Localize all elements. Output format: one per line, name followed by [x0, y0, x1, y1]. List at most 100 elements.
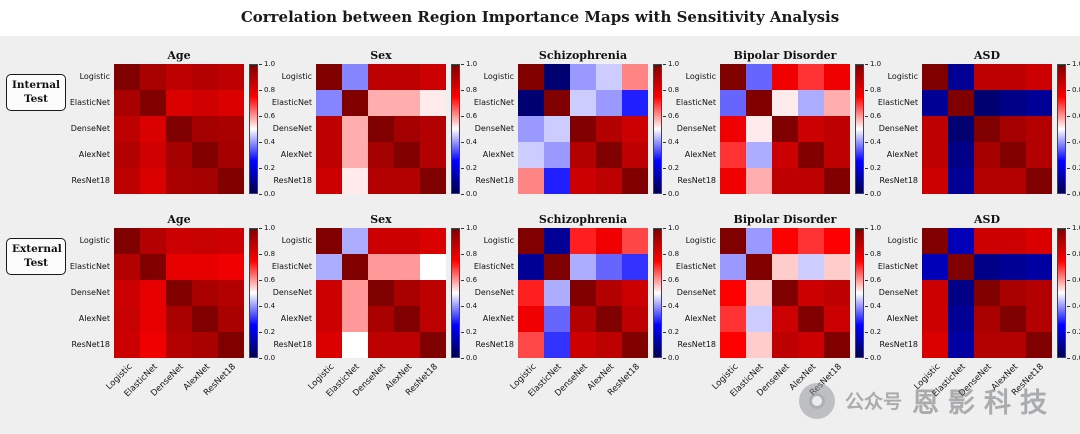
heatmap-cell: [824, 228, 850, 254]
heatmap-cell: [218, 280, 244, 306]
heatmap-panel: ASD Logistic ElasticNet DenseNet AlexNet ResN…: [876, 212, 1080, 406]
panel-main: Logistic ElasticNet DenseNet AlexNet ResNet1…: [674, 224, 881, 362]
colorbar-tick-label: 1.0: [264, 224, 276, 232]
x-axis-labels: Logistic ElasticNet DenseNet AlexNet ResNet1…: [104, 358, 244, 406]
colorbar: 1.0 0.8 0.6 0.4 0.2 0.0: [451, 60, 477, 198]
heatmap-cell: [420, 280, 446, 306]
heatmap-cell: [1026, 90, 1052, 116]
heatmap-cell: [772, 228, 798, 254]
heatmap-cell: [316, 306, 342, 332]
y-tick-label: AlexNet: [482, 150, 514, 159]
heatmap-cell: [192, 116, 218, 142]
colorbar-tick: [865, 168, 868, 169]
colorbar-gradient: [653, 64, 662, 194]
y-axis-labels: Logistic ElasticNet DenseNet AlexNet ResNet1…: [68, 64, 114, 194]
colorbar-tick-label: 0.2: [1072, 328, 1080, 336]
colorbar-tick-label: 0.4: [668, 138, 680, 146]
heatmap-cell: [922, 168, 948, 194]
heatmap-cell: [518, 228, 544, 254]
heatmap-cell: [622, 64, 648, 90]
heatmap-cell: [166, 116, 192, 142]
colorbar: 1.0 0.8 0.6 0.4 0.2 0.0: [249, 224, 275, 362]
heatmap-cell: [922, 90, 948, 116]
y-tick-label: AlexNet: [684, 314, 716, 323]
heatmap-cell: [420, 90, 446, 116]
heatmap-grid: [518, 228, 648, 358]
colorbar-tick: [1067, 194, 1070, 195]
y-tick-label: DenseNet: [272, 288, 312, 297]
colorbar-tick: [259, 358, 262, 359]
heatmap-cell: [342, 168, 368, 194]
colorbar-tick: [663, 168, 666, 169]
panel-main: Logistic ElasticNet DenseNet AlexNet ResNet1…: [472, 224, 679, 362]
panel-main: Logistic ElasticNet DenseNet AlexNet ResNet1…: [876, 224, 1080, 362]
heatmap-cell: [1026, 64, 1052, 90]
heatmap-cell: [316, 90, 342, 116]
heatmap-cell: [922, 254, 948, 280]
heatmap-cell: [218, 64, 244, 90]
heatmap-cell: [544, 116, 570, 142]
heatmap-cell: [974, 168, 1000, 194]
y-tick-label: ElasticNet: [877, 262, 918, 271]
panel-main: Logistic ElasticNet DenseNet AlexNet ResNet1…: [270, 224, 477, 362]
heatmap-cell: [1000, 90, 1026, 116]
heatmap-cell: [798, 142, 824, 168]
colorbar-tick-label: 0.0: [264, 354, 276, 362]
colorbar-tick: [461, 306, 464, 307]
heatmap-cell: [192, 228, 218, 254]
heatmap-cell: [544, 332, 570, 358]
y-tick-label: DenseNet: [474, 124, 514, 133]
y-axis-labels: Logistic ElasticNet DenseNet AlexNet ResNet1…: [472, 228, 518, 358]
heatmap-cell: [622, 168, 648, 194]
colorbar: 1.0 0.8 0.6 0.4 0.2 0.0: [451, 224, 477, 362]
colorbar-tick-label: 0.2: [1072, 164, 1080, 172]
heatmap-cell: [140, 254, 166, 280]
y-tick-label: ElasticNet: [877, 98, 918, 107]
heatmap-cell: [114, 280, 140, 306]
heatmap-cell: [622, 254, 648, 280]
heatmap-cell: [1026, 332, 1052, 358]
panel-title: Sex: [370, 49, 392, 62]
heatmap-cell: [394, 306, 420, 332]
heatmap-cell: [420, 64, 446, 90]
heatmap-cell: [772, 64, 798, 90]
heatmap-cell: [720, 280, 746, 306]
y-tick-label: ResNet18: [71, 176, 110, 185]
y-tick-label: Logistic: [281, 72, 312, 81]
colorbar-tick: [1067, 228, 1070, 229]
heatmap-cell: [218, 90, 244, 116]
heatmap-cell: [544, 168, 570, 194]
y-axis-labels: Logistic ElasticNet DenseNet AlexNet ResNet1…: [876, 64, 922, 194]
panel-title: Age: [167, 49, 191, 62]
colorbar-tick-label: 0.2: [870, 328, 882, 336]
heatmap-cell: [192, 280, 218, 306]
heatmap-cell: [746, 228, 772, 254]
colorbar-tick: [1067, 116, 1070, 117]
heatmap-cell: [798, 332, 824, 358]
colorbar-tick: [259, 280, 262, 281]
colorbar-tick: [865, 228, 868, 229]
heatmap-cell: [974, 228, 1000, 254]
heatmap-cell: [192, 142, 218, 168]
heatmap-cell: [368, 116, 394, 142]
heatmap-cell: [720, 90, 746, 116]
heatmap-cell: [1026, 168, 1052, 194]
heatmap-cell: [596, 90, 622, 116]
y-tick-label: Logistic: [887, 236, 918, 245]
heatmap-cell: [518, 254, 544, 280]
colorbar-tick: [865, 306, 868, 307]
heatmap-cell: [518, 332, 544, 358]
heatmap-cell: [948, 254, 974, 280]
heatmap-cell: [974, 306, 1000, 332]
heatmap-cell: [544, 228, 570, 254]
y-tick-label: ResNet18: [273, 340, 312, 349]
y-tick-label: Logistic: [483, 236, 514, 245]
heatmap-cell: [622, 280, 648, 306]
heatmap-cell: [596, 228, 622, 254]
heatmap-panel: Bipolar Disorder Logistic ElasticNet DenseN…: [674, 212, 881, 406]
row-label-wrap: Internal Test: [4, 74, 68, 112]
heatmap-grid: [114, 64, 244, 194]
heatmap-cell: [798, 280, 824, 306]
heatmap-cell: [570, 90, 596, 116]
heatmap-cell: [746, 306, 772, 332]
